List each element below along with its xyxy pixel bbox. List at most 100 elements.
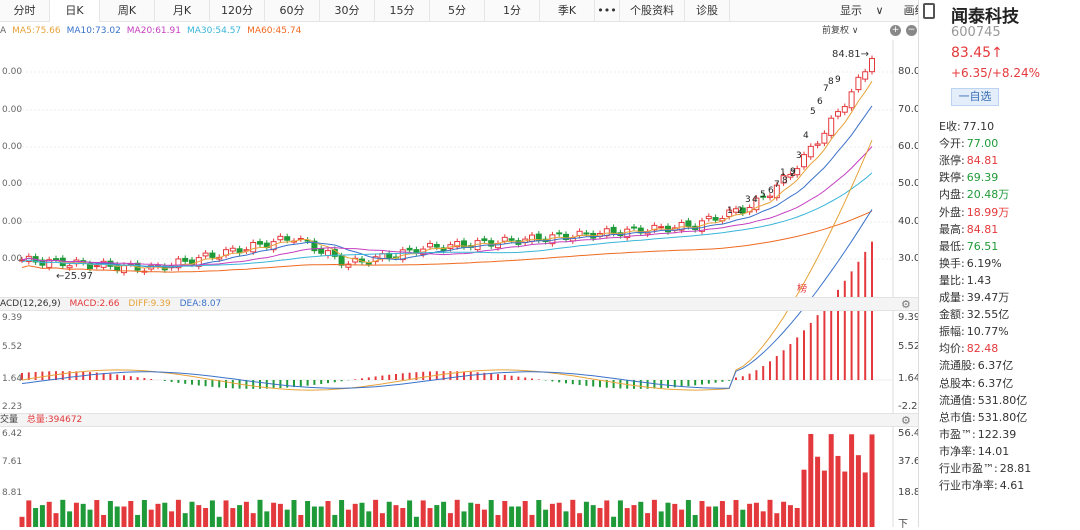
tab-1[interactable]: 日K (50, 0, 100, 22)
stat-row: 量比: 1.43 (939, 273, 992, 287)
volume-bar (835, 455, 841, 527)
candle (440, 247, 447, 252)
volume-bar (740, 509, 746, 527)
stat-row: 今开: 77.00 (939, 137, 999, 151)
volume-axis-label: 37.61 (898, 456, 927, 467)
volume-header: 交量 总量:394672 ⚙ (0, 413, 918, 427)
volume-bar (366, 511, 372, 527)
volume-bar (26, 500, 32, 527)
bookmark-icon[interactable] (923, 3, 935, 19)
volume-bar (475, 503, 481, 527)
volume-bar (719, 501, 725, 527)
macd-settings-icon[interactable]: ⚙ (901, 298, 911, 311)
volume-bar (583, 501, 589, 527)
candle (461, 240, 467, 248)
volume-bar (169, 511, 175, 527)
td-count: 6 (817, 97, 823, 107)
ma-prefix: A (0, 26, 7, 36)
adjust-menu[interactable]: 前复权 ∨ (822, 26, 859, 36)
candle (46, 259, 53, 268)
tab-3[interactable]: 月K (155, 0, 210, 22)
td-count: 7 (774, 180, 780, 190)
volume-bar (305, 500, 311, 527)
zoom-in-icon[interactable]: + (890, 25, 901, 36)
diff-value: DIFF:9.39 (128, 299, 171, 309)
volume-bar (155, 503, 161, 527)
tab-9[interactable]: 1分 (485, 0, 540, 22)
tab-6[interactable]: 30分 (320, 0, 375, 22)
macd-axis-left-label: 5.52 (2, 342, 23, 352)
stat-row: 流通值: 531.80亿 (939, 393, 1028, 407)
volume-axis-label: 18.81 (898, 487, 927, 498)
volume-bar (60, 499, 66, 527)
stat-row: 涨停: 84.81 (939, 154, 999, 168)
candle (767, 195, 773, 198)
volume-title: 交量 (0, 415, 19, 425)
volume-bar (767, 499, 773, 527)
td-count: 3 (796, 151, 802, 161)
tab-13[interactable]: 诊股 (685, 0, 730, 22)
tab-10[interactable]: 季K (540, 0, 595, 22)
volume-bar (638, 501, 644, 527)
price-axis-label: 50.00 (898, 178, 927, 189)
display-menu-button[interactable]: 显示 ∨ (820, 0, 894, 22)
tab-0[interactable]: 分时 (0, 0, 50, 22)
volume-bar (325, 501, 331, 527)
volume-bar (692, 515, 698, 527)
tab-8[interactable]: 5分 (430, 0, 485, 22)
tab-7[interactable]: 15分 (375, 0, 430, 22)
volume-axis-left-label: 8.81 (2, 488, 23, 498)
tab-4[interactable]: 120分 (210, 0, 265, 22)
candle (773, 184, 780, 199)
volume-bar (277, 503, 283, 527)
candle (406, 247, 413, 251)
volume-bar (420, 500, 426, 527)
volume-bar (223, 500, 229, 527)
td-count: 9 (835, 75, 841, 85)
td-count: 1 (727, 206, 733, 216)
volume-bar (332, 514, 338, 527)
volume-bar (502, 500, 508, 527)
candle (365, 262, 372, 265)
td-count: 5 (810, 107, 816, 117)
tab-12[interactable]: 个股资料 (620, 0, 685, 22)
volume-bar (543, 509, 549, 527)
volume-bar (781, 501, 787, 527)
volume-bar (250, 513, 256, 527)
tab-11[interactable]: ••• (595, 0, 620, 22)
td-count: 8 (828, 77, 834, 87)
volume-settings-icon[interactable]: ⚙ (901, 414, 911, 427)
td-count: 6 (768, 186, 774, 196)
stat-row: 总市值: 531.80亿 (939, 410, 1028, 424)
volume-axis-label: 下 (898, 519, 908, 530)
ma-line (21, 80, 873, 269)
tab-5[interactable]: 60分 (265, 0, 320, 22)
price-axis-left-label: 0.00 (2, 67, 23, 77)
display-label: 显示 (840, 4, 862, 17)
volume-bar (481, 509, 487, 527)
stat-row: E收: 77.10 (939, 120, 995, 133)
candle (93, 265, 100, 268)
add-watchlist-button[interactable]: 一自选 (951, 88, 999, 106)
ma-line (21, 210, 873, 273)
volume-bar (209, 500, 215, 527)
volume-bar (284, 509, 290, 527)
volume-bar (359, 502, 365, 527)
tab-2[interactable]: 周K (100, 0, 155, 22)
candle (311, 240, 318, 252)
candle (814, 143, 821, 146)
tag-mark: 榜 (797, 282, 807, 295)
candle (848, 91, 855, 109)
volume-bar (611, 516, 617, 527)
candle (610, 226, 617, 234)
volume-bar (753, 502, 759, 527)
volume-bar (196, 505, 202, 527)
price-axis-label: 40.00 (898, 216, 927, 227)
volume-bar (631, 505, 637, 527)
td-count: 4 (752, 195, 758, 205)
high-annotation: 84.81→ (832, 49, 869, 60)
volume-bar (624, 508, 630, 527)
candle (753, 197, 760, 211)
zoom-out-icon[interactable]: − (906, 25, 917, 36)
